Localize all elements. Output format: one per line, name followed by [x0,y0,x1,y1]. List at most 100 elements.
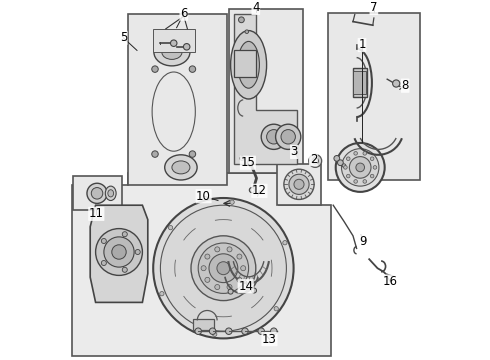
Ellipse shape [373,166,377,169]
Polygon shape [72,173,331,356]
Ellipse shape [370,174,374,178]
Ellipse shape [245,30,248,33]
Ellipse shape [169,225,172,230]
Text: 3: 3 [291,145,298,158]
Text: 13: 13 [262,333,277,346]
Text: 7: 7 [370,1,378,14]
Ellipse shape [105,186,116,201]
Polygon shape [193,319,215,330]
Ellipse shape [354,152,357,155]
Ellipse shape [195,328,201,334]
Ellipse shape [240,156,245,161]
Ellipse shape [101,261,106,266]
Ellipse shape [209,254,238,283]
Ellipse shape [274,307,278,311]
Text: 6: 6 [180,7,188,20]
Ellipse shape [213,332,217,336]
Ellipse shape [183,44,190,50]
Ellipse shape [205,277,210,282]
Ellipse shape [122,267,127,272]
Polygon shape [90,205,148,302]
Ellipse shape [363,152,367,155]
Polygon shape [234,14,297,164]
Ellipse shape [242,328,248,334]
Ellipse shape [392,80,400,87]
Ellipse shape [215,247,220,252]
Ellipse shape [122,232,127,237]
Ellipse shape [227,247,232,252]
Ellipse shape [338,160,343,166]
Ellipse shape [334,156,340,161]
Ellipse shape [135,249,140,255]
Ellipse shape [191,236,256,301]
Ellipse shape [108,190,114,197]
Polygon shape [353,71,366,94]
Ellipse shape [261,124,286,149]
Text: 12: 12 [252,184,267,197]
Text: 9: 9 [359,235,367,248]
Ellipse shape [294,179,304,189]
Bar [153,29,195,52]
Ellipse shape [241,266,245,271]
Ellipse shape [363,180,367,183]
Ellipse shape [87,183,107,203]
Text: 4: 4 [252,1,260,14]
Ellipse shape [217,262,230,275]
Ellipse shape [312,158,318,164]
Ellipse shape [172,161,190,174]
Polygon shape [186,61,199,162]
Text: 10: 10 [196,190,211,203]
Ellipse shape [215,284,220,289]
Ellipse shape [205,254,210,259]
Ellipse shape [238,41,259,88]
Ellipse shape [284,169,314,199]
Ellipse shape [283,240,287,245]
Ellipse shape [247,160,252,165]
Text: 16: 16 [383,275,397,288]
Ellipse shape [225,328,232,334]
Ellipse shape [249,188,254,193]
Ellipse shape [251,288,257,293]
Ellipse shape [239,17,245,23]
Ellipse shape [309,154,321,167]
Ellipse shape [201,266,206,271]
Ellipse shape [356,163,365,172]
Ellipse shape [228,289,233,294]
Ellipse shape [258,328,265,334]
Polygon shape [148,61,161,162]
Ellipse shape [165,155,197,180]
Ellipse shape [227,284,232,289]
Ellipse shape [231,31,267,99]
Ellipse shape [237,254,242,259]
Ellipse shape [162,45,182,59]
Bar [229,9,303,173]
Ellipse shape [370,157,374,161]
Ellipse shape [343,166,347,169]
Polygon shape [148,61,199,76]
Ellipse shape [189,151,196,157]
Ellipse shape [189,66,196,72]
Ellipse shape [160,292,164,296]
Bar [128,14,227,185]
Ellipse shape [171,40,177,46]
Ellipse shape [342,149,379,186]
Ellipse shape [281,130,295,144]
Ellipse shape [270,328,277,334]
Polygon shape [148,148,199,162]
Ellipse shape [349,157,371,178]
Ellipse shape [209,328,216,334]
Ellipse shape [91,188,103,199]
Text: 15: 15 [241,156,255,169]
Bar [277,164,320,205]
Ellipse shape [275,124,301,149]
Text: 2: 2 [310,153,317,166]
Text: 8: 8 [401,79,409,92]
Text: 1: 1 [358,39,366,51]
Bar [328,13,419,180]
Ellipse shape [101,238,106,243]
Ellipse shape [230,200,234,204]
Text: 14: 14 [238,280,253,293]
Text: 5: 5 [120,31,127,44]
Bar [73,176,122,210]
Polygon shape [234,50,256,77]
